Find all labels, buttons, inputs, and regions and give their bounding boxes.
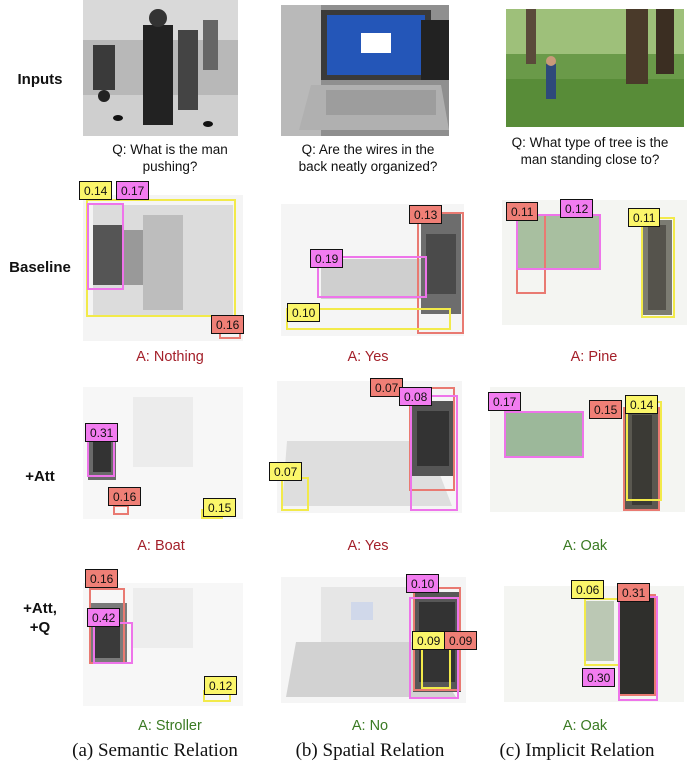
answer-b-baseline: A: Yes bbox=[347, 349, 389, 365]
panel-b-att-q: 0.10 0.09 0.09 bbox=[281, 574, 478, 703]
caption-a: (a) Semantic Relation bbox=[72, 740, 238, 761]
caption-b: (b) Spatial Relation bbox=[295, 740, 445, 761]
bbox-c-att-yellow bbox=[626, 401, 662, 501]
score-b-att-pink: 0.08 bbox=[399, 387, 433, 406]
score-b-att-red: 0.07 bbox=[370, 378, 404, 397]
bbox-b-attq-yellow bbox=[421, 647, 451, 689]
score-a-attq-red: 0.16 bbox=[85, 569, 119, 588]
bbox-c-base-pink bbox=[516, 214, 601, 270]
score-a-attq-yellow: 0.12 bbox=[204, 676, 238, 695]
bbox-c-base-yellow bbox=[641, 217, 675, 318]
answer-b-att-q: A: No bbox=[351, 718, 389, 734]
score-b-base-pink: 0.19 bbox=[310, 249, 344, 268]
score-b-attq-pink: 0.10 bbox=[406, 574, 440, 593]
panel-a-att-q: 0.16 0.42 0.12 bbox=[83, 569, 243, 706]
question-b-line1: Q: Are the wires in the bbox=[301, 142, 435, 157]
question-a: Q: What is the man pushing? bbox=[85, 141, 255, 175]
bbox-b-base-pink bbox=[317, 256, 427, 298]
bbox-b-att-pink bbox=[410, 395, 458, 511]
score-b-att-yellow: 0.07 bbox=[269, 462, 303, 481]
panel-a-baseline: 0.14 0.17 0.16 bbox=[79, 181, 245, 341]
row-label-att-q-line2: +Q bbox=[29, 619, 51, 636]
question-c: Q: What type of tree is the man standing… bbox=[490, 134, 690, 168]
answer-c-att: A: Oak bbox=[562, 538, 608, 554]
bbox-a-att-red bbox=[113, 505, 129, 515]
input-image-b bbox=[281, 5, 449, 136]
score-c-base-red: 0.11 bbox=[506, 202, 539, 221]
answer-a-att: A: Boat bbox=[137, 538, 185, 554]
score-b-attq-yellow: 0.09 bbox=[412, 631, 446, 650]
question-c-line1: Q: What type of tree is the bbox=[511, 135, 669, 150]
score-a-base-pink: 0.17 bbox=[116, 181, 150, 200]
input-image-c bbox=[506, 9, 684, 127]
bbox-c-attq-pink bbox=[618, 596, 658, 701]
score-b-base-red: 0.13 bbox=[409, 205, 443, 224]
answer-a-baseline: A: Nothing bbox=[136, 349, 204, 365]
score-a-base-yellow: 0.14 bbox=[79, 181, 113, 200]
input-image-a bbox=[83, 0, 238, 136]
score-c-base-yellow: 0.11 bbox=[628, 208, 661, 227]
panel-a-att: 0.31 0.16 0.15 bbox=[83, 387, 243, 519]
bbox-a-attq-pink bbox=[93, 622, 133, 664]
question-b-line2: back neatly organized? bbox=[298, 159, 438, 174]
bbox-c-att-pink bbox=[504, 411, 584, 458]
row-label-baseline: Baseline bbox=[9, 259, 71, 276]
score-c-attq-red: 0.31 bbox=[617, 583, 651, 602]
bbox-a-base-pink bbox=[87, 203, 124, 290]
row-label-inputs: Inputs bbox=[17, 71, 63, 88]
panel-c-baseline: 0.11 0.12 0.11 bbox=[502, 199, 687, 325]
score-c-attq-yellow: 0.06 bbox=[571, 580, 605, 599]
answer-b-att: A: Yes bbox=[347, 538, 389, 554]
score-a-att-pink: 0.31 bbox=[85, 423, 119, 442]
score-c-att-red: 0.15 bbox=[589, 400, 623, 419]
score-a-attq-pink: 0.42 bbox=[87, 608, 121, 627]
score-a-att-yellow: 0.15 bbox=[203, 498, 237, 517]
panel-c-att-q: 0.06 0.31 0.30 bbox=[504, 580, 684, 702]
question-a-line1: Q: What is the man bbox=[112, 142, 228, 157]
score-c-att-pink: 0.17 bbox=[488, 392, 522, 411]
panel-c-att: 0.17 0.15 0.14 bbox=[488, 387, 685, 512]
score-c-attq-pink: 0.30 bbox=[582, 668, 616, 687]
answer-c-att-q: A: Oak bbox=[562, 718, 608, 734]
row-label-att: +Att bbox=[25, 468, 55, 485]
question-b: Q: Are the wires in the back neatly orga… bbox=[278, 141, 458, 175]
score-a-att-red: 0.16 bbox=[108, 487, 142, 506]
question-c-line2: man standing close to? bbox=[520, 152, 660, 167]
row-label-att-q: +Att, +Q bbox=[8, 599, 72, 637]
caption-c: (c) Implicit Relation bbox=[499, 740, 655, 761]
score-b-base-yellow: 0.10 bbox=[287, 303, 321, 322]
answer-c-baseline: A: Pine bbox=[570, 349, 618, 365]
panel-b-baseline: 0.13 0.19 0.10 bbox=[281, 204, 464, 336]
score-b-attq-red: 0.09 bbox=[444, 631, 478, 650]
panel-b-att: 0.07 0.08 0.07 bbox=[269, 378, 462, 513]
score-c-att-yellow: 0.14 bbox=[625, 395, 659, 414]
bbox-b-att-yellow bbox=[281, 477, 309, 511]
bbox-c-attq-yellow bbox=[584, 598, 620, 666]
score-c-base-pink: 0.12 bbox=[560, 199, 594, 218]
row-label-att-q-line1: +Att, bbox=[23, 600, 57, 617]
answer-a-att-q: A: Stroller bbox=[138, 718, 202, 734]
question-a-line2: pushing? bbox=[142, 159, 198, 174]
score-a-base-red: 0.16 bbox=[211, 315, 245, 334]
